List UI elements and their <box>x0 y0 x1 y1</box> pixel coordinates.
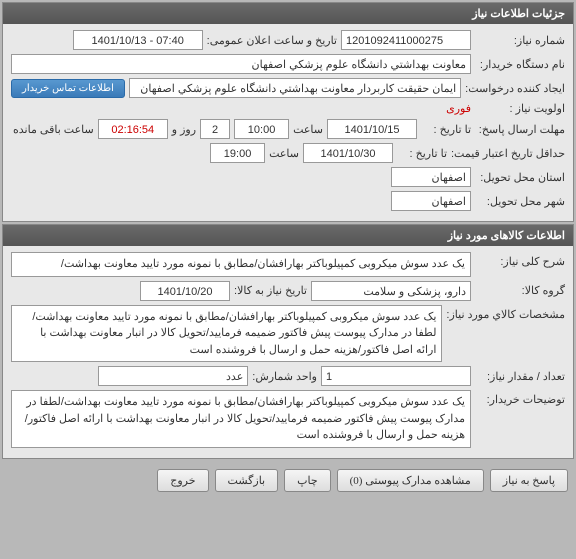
goods-panel: اطلاعات کالاهای مورد نیاز شرح کلی نیاز: … <box>2 224 574 459</box>
label-specs: مشخصات كالاي مورد نياز: <box>446 305 565 321</box>
label-deadline-to: تا تاریخ : <box>421 123 471 136</box>
panel-header-details: جزئیات اطلاعات نیاز <box>3 3 573 24</box>
label-announce-datetime: تاریخ و ساعت اعلان عمومی: <box>207 34 337 47</box>
row-need-number: شماره نیاز: 1201092411000275 تاریخ و ساع… <box>11 30 565 50</box>
field-description: یک عدد سوش میکروبی کمپیلوباکتر بهارافشان… <box>11 252 471 277</box>
row-deadline: مهلت ارسال پاسخ: تا تاریخ : 1401/10/15 س… <box>11 119 565 139</box>
field-specs: یک عدد سوش میکروبی کمپیلوباکتر بهارافشان… <box>11 305 442 363</box>
print-button[interactable]: چاپ <box>284 469 331 492</box>
panel-body-goods: شرح کلی نیاز: یک عدد سوش میکروبی کمپیلوب… <box>3 246 573 458</box>
field-validity-date: 1401/10/30 <box>303 143 393 163</box>
row-province: استان محل تحویل: اصفهان <box>11 167 565 187</box>
label-description: شرح کلی نیاز: <box>475 252 565 268</box>
label-buyer-notes: توضیحات خریدار: <box>475 390 565 406</box>
label-validity-time: ساعت <box>269 147 299 160</box>
value-priority: فوری <box>446 102 471 115</box>
label-remaining: ساعت باقی مانده <box>13 123 94 136</box>
label-validity: حداقل تاریخ اعتبار قیمت: <box>451 147 565 160</box>
label-city: شهر محل تحویل: <box>475 195 565 208</box>
label-days-and: روز و <box>172 123 196 136</box>
field-need-date: 1401/10/20 <box>140 281 230 301</box>
field-quantity: 1 <box>321 366 471 386</box>
row-specs: مشخصات كالاي مورد نياز: یک عدد سوش میکرو… <box>11 305 565 363</box>
field-unit: عدد <box>98 366 248 386</box>
row-validity: حداقل تاریخ اعتبار قیمت: تا تاریخ : 1401… <box>11 143 565 163</box>
row-city: شهر محل تحویل: اصفهان <box>11 191 565 211</box>
respond-button[interactable]: پاسخ به نیاز <box>490 469 568 492</box>
label-need-number: شماره نیاز: <box>475 34 565 47</box>
details-panel: جزئیات اطلاعات نیاز شماره نیاز: 12010924… <box>2 2 574 222</box>
field-creator: ايمان حقيقت كاربردار معاونت بهداشتي دانش… <box>129 78 461 98</box>
row-group: گروه کالا: دارو، پزشکی و سلامت تاریخ نیا… <box>11 281 565 301</box>
label-deadline-time: ساعت <box>293 123 323 136</box>
label-creator: ایجاد کننده درخواست: <box>465 82 565 95</box>
row-buyer: نام دستگاه خریدار: معاونت بهداشتي دانشگا… <box>11 54 565 74</box>
label-need-date: تاریخ نیاز به کالا: <box>234 284 307 297</box>
panel-header-goods: اطلاعات کالاهای مورد نیاز <box>3 225 573 246</box>
back-button[interactable]: بازگشت <box>215 469 279 492</box>
field-validity-time: 19:00 <box>210 143 265 163</box>
row-buyer-notes: توضیحات خریدار: یک عدد سوش میکروبی کمپیل… <box>11 390 565 448</box>
label-deadline: مهلت ارسال پاسخ: <box>475 123 565 136</box>
field-days-remaining: 2 <box>200 119 230 139</box>
label-buyer: نام دستگاه خریدار: <box>475 58 565 71</box>
field-city: اصفهان <box>391 191 471 211</box>
label-priority: اولویت نیاز : <box>475 102 565 115</box>
field-buyer-notes: یک عدد سوش میکروبی کمپیلوباکتر بهارافشان… <box>11 390 471 448</box>
field-countdown: 02:16:54 <box>98 119 168 139</box>
field-deadline-time: 10:00 <box>234 119 289 139</box>
field-announce-datetime: 1401/10/13 - 07:40 <box>73 30 203 50</box>
label-province: استان محل تحویل: <box>475 171 565 184</box>
field-deadline-date: 1401/10/15 <box>327 119 417 139</box>
panel-body-details: شماره نیاز: 1201092411000275 تاریخ و ساع… <box>3 24 573 221</box>
label-unit: واحد شمارش: <box>252 370 317 383</box>
row-quantity: تعداد / مقدار نیاز: 1 واحد شمارش: عدد <box>11 366 565 386</box>
label-validity-to: تا تاریخ : <box>397 147 447 160</box>
field-buyer: معاونت بهداشتي دانشگاه علوم پزشكي اصفهان <box>11 54 471 74</box>
row-priority: اولویت نیاز : فوری <box>11 102 565 115</box>
field-group: دارو، پزشکی و سلامت <box>311 281 471 301</box>
row-creator: ایجاد کننده درخواست: ايمان حقيقت كاربردا… <box>11 78 565 98</box>
field-need-number: 1201092411000275 <box>341 30 471 50</box>
field-province: اصفهان <box>391 167 471 187</box>
label-quantity: تعداد / مقدار نیاز: <box>475 370 565 383</box>
label-group: گروه کالا: <box>475 284 565 297</box>
button-bar: پاسخ به نیاز مشاهده مدارک پیوستی (0) چاپ… <box>0 461 576 500</box>
buyer-contact-button[interactable]: اطلاعات تماس خریدار <box>11 79 125 98</box>
view-attachments-button[interactable]: مشاهده مدارک پیوستی (0) <box>337 469 484 492</box>
row-description: شرح کلی نیاز: یک عدد سوش میکروبی کمپیلوب… <box>11 252 565 277</box>
exit-button[interactable]: خروج <box>157 469 208 492</box>
